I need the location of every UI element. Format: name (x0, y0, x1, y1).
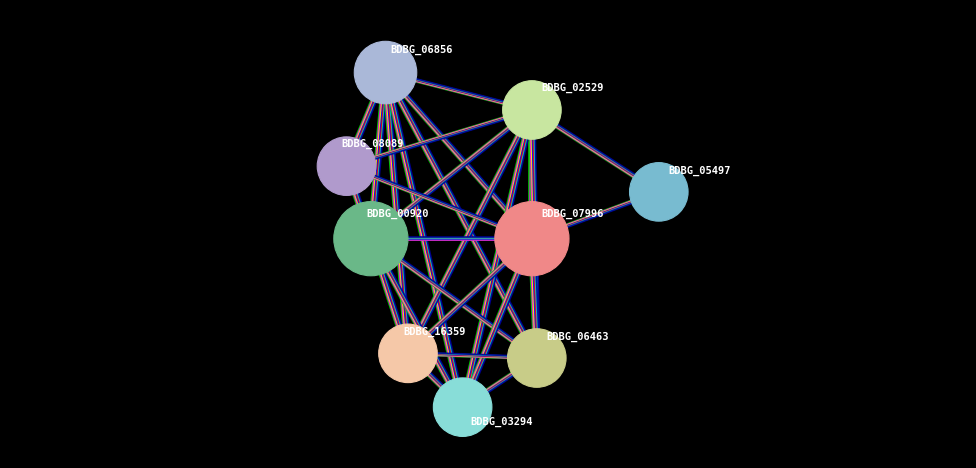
Text: BDBG_07996: BDBG_07996 (542, 209, 604, 219)
Text: BDBG_08089: BDBG_08089 (342, 139, 404, 149)
Ellipse shape (317, 137, 376, 196)
Text: BDBG_05497: BDBG_05497 (669, 166, 731, 176)
Text: BDBG_03294: BDBG_03294 (470, 417, 533, 427)
Text: BDBG_00920: BDBG_00920 (366, 209, 428, 219)
Ellipse shape (508, 329, 566, 388)
Text: BDBG_16359: BDBG_16359 (403, 327, 466, 337)
Ellipse shape (354, 41, 417, 104)
Text: BDBG_06856: BDBG_06856 (390, 44, 453, 55)
Ellipse shape (630, 162, 688, 221)
Ellipse shape (379, 324, 437, 383)
Ellipse shape (495, 202, 569, 276)
Ellipse shape (503, 80, 561, 139)
Text: BDBG_06463: BDBG_06463 (547, 332, 609, 342)
Text: BDBG_02529: BDBG_02529 (542, 83, 604, 93)
Ellipse shape (433, 378, 492, 437)
Ellipse shape (334, 202, 408, 276)
